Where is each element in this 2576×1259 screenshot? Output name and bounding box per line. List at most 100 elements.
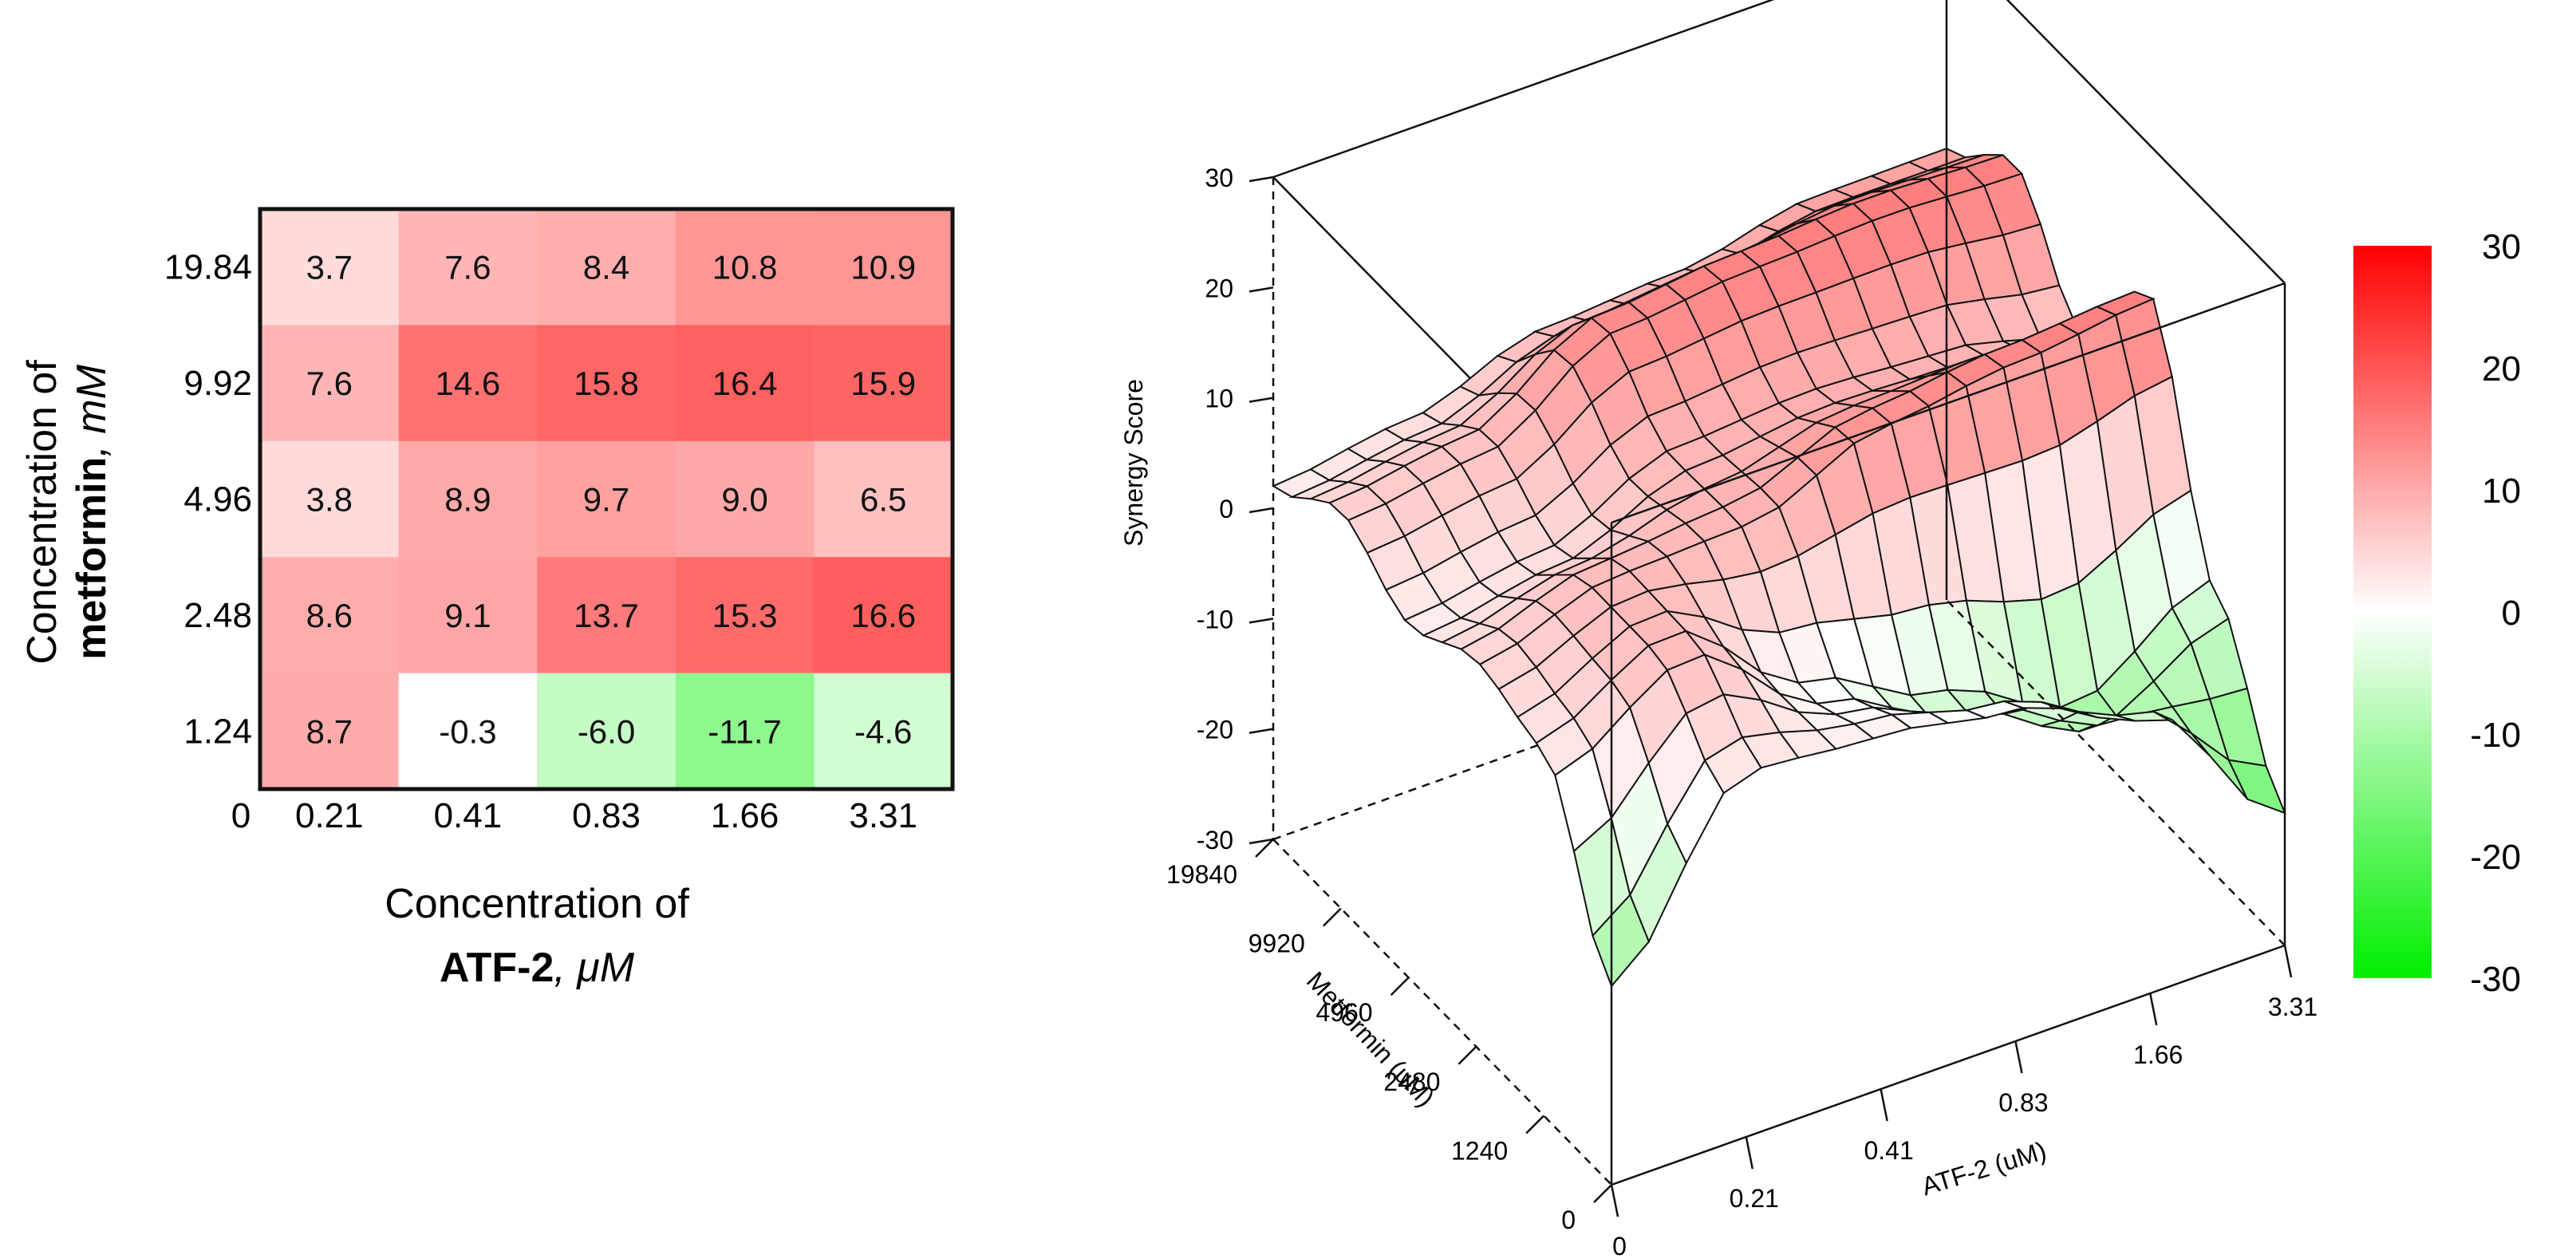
atf2-tick: [1745, 1136, 1754, 1170]
heatmap-cell: [675, 209, 815, 326]
heatmap-x-tick: 3.31: [849, 796, 917, 835]
heatmap-cell-value: 7.6: [444, 249, 491, 286]
atf2-axis: 0 0.21 0.41 0.83 1.66 3.31: [1610, 945, 2318, 1259]
z-tick-label: -20: [1197, 716, 1233, 744]
heatmap-xlabel-line2: ATF-2, μM: [440, 945, 635, 991]
heatmap-xlabel-bold: ATF-2: [440, 945, 554, 991]
metformin-tick: [1390, 977, 1410, 997]
atf2-tick-label: 0.21: [1730, 1184, 1779, 1213]
z-tick-label: 0: [1219, 495, 1233, 523]
heatmap-ylabel-unit: , mM: [69, 364, 115, 456]
z-tick-label: 30: [1205, 164, 1233, 192]
heatmap-y-tick: 19.84: [164, 248, 252, 287]
heatmap-cell-value: 9.1: [444, 597, 491, 634]
colorbar-tick-label: 0: [2502, 594, 2521, 633]
atf2-axis-label: ATF-2 (uM): [1918, 1136, 2049, 1202]
heatmap-cell-value: 10.8: [712, 249, 778, 286]
metformin-tick: [1525, 1115, 1545, 1135]
box-edge: [1611, 282, 2286, 524]
heatmap-frame: [258, 207, 955, 791]
heatmap-cell-value: -4.6: [854, 712, 912, 750]
metformin-tick-label: 19840: [1166, 860, 1237, 889]
surface-facet: [2227, 759, 2286, 815]
heatmap-cell: [537, 325, 677, 442]
heatmap-cell-value: 10.9: [850, 249, 916, 286]
heatmap-x-tick: 1.66: [711, 796, 779, 835]
metformin-tick: [1322, 907, 1342, 927]
heatmap-y-tick: 1.24: [183, 712, 252, 751]
heatmap-cell: [260, 557, 400, 674]
metformin-tick: [1593, 1184, 1612, 1203]
heatmap-ticks: 19.84 9.92 4.96 2.48 1.24 0.21 0.41 0.83 1.66 3.3…: [164, 248, 917, 835]
z-tick-label: 20: [1205, 274, 1233, 302]
heatmap-cell-value: -6.0: [578, 712, 635, 750]
metformin-tick-label: 4960: [1316, 998, 1372, 1027]
metformin-axis: 0 1240 2480 4960 9920 19840: [1166, 839, 1612, 1234]
heatmap-cell-value: 9.7: [583, 481, 629, 519]
atf2-tick-label: 0: [1612, 1232, 1627, 1259]
colorbar-tick-label: -10: [2470, 716, 2521, 755]
atf2-tick-label: 1.66: [2133, 1040, 2183, 1069]
heatmap-ylabel-bold: metformin: [69, 457, 115, 660]
metformin-tick: [1255, 839, 1274, 858]
heatmap-cell-value: 13.7: [574, 597, 639, 634]
metformin-tick-label: 1240: [1451, 1136, 1508, 1165]
atf2-tick-label: 0.41: [1864, 1136, 1913, 1165]
atf2-tick-label: 0.83: [1998, 1088, 2048, 1117]
colorbar-tick-label: -20: [2470, 838, 2521, 877]
z-axis: 30 20 10 0 -10 -20 -30: [1197, 164, 1274, 854]
atf2-tick-label: 3.31: [2268, 993, 2318, 1021]
heatmap-cell-value: 8.6: [306, 597, 353, 634]
atf2-tick: [2148, 993, 2158, 1026]
heatmap-cell-value: 7.6: [306, 365, 353, 402]
z-tick: [1249, 286, 1274, 293]
heatmap-cell-value: 8.4: [583, 249, 629, 286]
heatmap-cell: [398, 325, 538, 442]
heatmap-cell-value: -0.3: [439, 712, 496, 750]
heatmap-cell: [675, 325, 815, 442]
heatmap-x-tick: 0.41: [434, 796, 503, 835]
z-tick: [1249, 618, 1274, 624]
z-tick-label: 10: [1205, 385, 1233, 413]
heatmap-cell: [675, 440, 815, 558]
heatmap-origin-label: 0: [231, 796, 250, 835]
box-edge: [2006, 0, 2286, 284]
box-edge: [1272, 839, 1612, 1186]
colorbar-ticks: 30 20 10 0 -10 -20 -30: [2470, 227, 2521, 999]
heatmap-cell-value: 15.9: [850, 365, 916, 402]
heatmap-y-tick: 9.92: [183, 364, 252, 403]
heatmap-xlabel-unit: , μM: [554, 945, 634, 991]
atf2-tick: [2014, 1040, 2023, 1074]
heatmap-cell: [260, 325, 400, 442]
heatmap-cell: [260, 440, 400, 558]
heatmap-cell: [537, 209, 677, 326]
heatmap-y-tick: 2.48: [183, 596, 252, 635]
z-tick: [1249, 838, 1274, 845]
heatmap-cell: [398, 673, 538, 790]
colorbar-tick-label: -30: [2470, 960, 2521, 999]
box-edge: [1272, 0, 1775, 179]
heatmap-cell: [398, 557, 538, 674]
heatmap-cell: [260, 209, 400, 326]
colorbar-tick-label: 20: [2482, 349, 2521, 389]
heatmap-ylabel-line1: Concentration of: [19, 360, 65, 665]
heatmap-cell-value: 16.4: [712, 365, 778, 402]
z-axis-label: Synergy Score: [1119, 379, 1148, 547]
heatmap-y-tick: 4.96: [183, 480, 252, 519]
heatmap-ylabel-line2: metformin, mM: [69, 364, 115, 659]
heatmap-cell-value: -11.7: [708, 712, 782, 750]
heatmap-cell-value: 14.6: [436, 365, 501, 402]
surface-mesh: [1271, 148, 2286, 988]
heatmap-cell: [675, 557, 815, 674]
heatmap-xlabel-line1: Concentration of: [385, 881, 689, 927]
heatmap-cell-value: 6.5: [860, 481, 906, 519]
heatmap-cell: [398, 209, 538, 326]
z-tick: [1249, 397, 1274, 403]
heatmap-cell: [814, 673, 953, 790]
heatmap-cell-value: 8.9: [444, 481, 491, 519]
heatmap-cell: [537, 440, 677, 558]
heatmap-x-tick: 0.21: [295, 796, 364, 835]
heatmap-cell: [814, 440, 953, 558]
heatmap-cell: [537, 557, 677, 674]
